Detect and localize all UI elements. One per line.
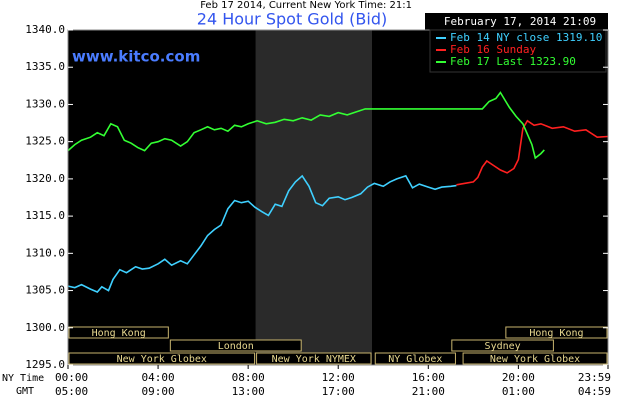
gmt-tick-label: 05:00 bbox=[55, 385, 88, 398]
site-label: www.kitco.com bbox=[72, 48, 200, 66]
gmt-tick-label: 17:00 bbox=[322, 385, 355, 398]
session-box bbox=[462, 352, 608, 365]
y-tick-label: 1325.0 bbox=[25, 135, 65, 148]
session-box bbox=[505, 326, 608, 339]
y-tick-label: 1340.0 bbox=[25, 23, 65, 36]
x-tick-label: 00:00 bbox=[55, 371, 88, 384]
session-layer: Hong Kong Hong Kong London Sydney New York G… bbox=[68, 326, 608, 365]
legend-box bbox=[429, 29, 607, 73]
session-label: Sydney bbox=[485, 341, 521, 352]
session-box bbox=[451, 339, 554, 352]
y-tick-label: 1335.0 bbox=[25, 60, 65, 73]
session-label: New York NYMEX bbox=[272, 354, 356, 365]
x-axis-label: NY Time bbox=[2, 373, 44, 384]
x-tick-label: 16:00 bbox=[412, 371, 445, 384]
session-label: New York Globex bbox=[490, 354, 580, 365]
session-box bbox=[256, 352, 372, 365]
session-box bbox=[169, 339, 302, 352]
legend-label: Feb 14 NY close 1319.10 bbox=[450, 31, 602, 44]
series-line bbox=[67, 174, 457, 293]
y-tick-label: 1300.0 bbox=[25, 321, 65, 334]
y-tick-label: 1310.0 bbox=[25, 246, 65, 259]
y-tick-label: 1315.0 bbox=[25, 209, 65, 222]
top-note: Feb 17 2014, Current New York Time: 21:1 bbox=[200, 0, 412, 11]
series-line bbox=[456, 119, 609, 186]
x-tick-label: 04:00 bbox=[142, 371, 175, 384]
x-axis-label: GMT bbox=[16, 386, 34, 397]
y-tick-label: 1330.0 bbox=[25, 97, 65, 110]
x-tick-label: 08:00 bbox=[232, 371, 265, 384]
legend-label: Feb 16 Sunday bbox=[450, 43, 536, 56]
session-label: New York Globex bbox=[117, 354, 207, 365]
y-tick-label: 1305.0 bbox=[25, 284, 65, 297]
session-label: London bbox=[218, 341, 254, 352]
gmt-tick-label: 01:00 bbox=[502, 385, 535, 398]
legend-label: Feb 17 Last 1323.90 bbox=[450, 55, 576, 68]
gmt-tick-label: 13:00 bbox=[232, 385, 265, 398]
session-label: Hong Kong bbox=[92, 328, 146, 339]
session-box bbox=[374, 352, 456, 365]
x-tick-label: 20:00 bbox=[502, 371, 535, 384]
gmt-tick-label: 21:00 bbox=[412, 385, 445, 398]
session-box bbox=[68, 352, 256, 365]
date-strip bbox=[425, 13, 608, 30]
x-tick-label: 12:00 bbox=[322, 371, 355, 384]
y-tick-label: 1320.0 bbox=[25, 172, 65, 185]
gmt-tick-label: 09:00 bbox=[142, 385, 175, 398]
session-label: Hong Kong bbox=[529, 328, 583, 339]
chart-title: 24 Hour Spot Gold (Bid) bbox=[197, 10, 387, 29]
session-label: NY Globex bbox=[388, 354, 442, 365]
session-box bbox=[68, 326, 169, 339]
line-layer bbox=[67, 91, 609, 293]
series-line bbox=[67, 91, 545, 160]
x-tick-label: 23:59 bbox=[578, 371, 611, 384]
y-tick-label: 1295.0 bbox=[25, 358, 65, 371]
date-label: February 17, 2014 21:09 bbox=[444, 15, 596, 28]
gmt-tick-label: 04:59 bbox=[578, 385, 611, 398]
